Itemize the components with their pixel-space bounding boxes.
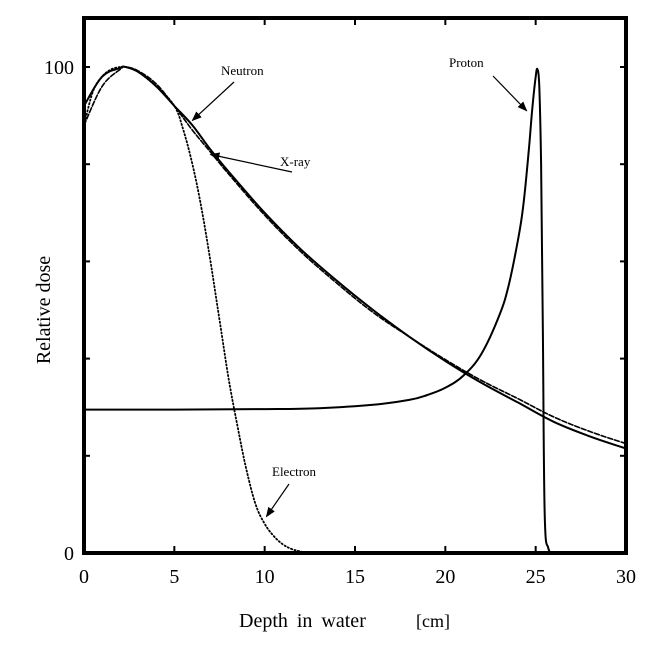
x-axis-unit: [cm] — [416, 611, 450, 631]
series-line-x-ray — [83, 65, 627, 445]
annotation-arrow-x-ray — [209, 152, 293, 173]
tick-labels: 0 5 10 15 20 25 30 0 100 — [44, 57, 636, 588]
series-line-electron — [83, 65, 308, 554]
x-tick-label: 30 — [616, 566, 636, 588]
y-tick-label: 0 — [64, 543, 74, 565]
annotation-label-neutron: Neutron — [221, 63, 264, 78]
annotation-label-x-ray: X-ray — [280, 154, 311, 169]
series-curves — [83, 65, 627, 554]
annotations: Neutron X-ray Proton Electron — [191, 55, 528, 518]
x-axis-title: Depth in water — [239, 610, 366, 632]
x-tick-label: 15 — [345, 566, 365, 588]
axis-ticks — [83, 18, 627, 554]
y-tick-label: 100 — [44, 57, 74, 79]
x-tick-label: 25 — [526, 566, 546, 588]
annotation-label-proton: Proton — [449, 55, 484, 70]
x-tick-label: 20 — [435, 566, 455, 588]
x-tick-label: 10 — [255, 566, 275, 588]
x-tick-label: 0 — [79, 566, 89, 588]
series-line-neutron — [83, 65, 627, 450]
annotation-label-electron: Electron — [272, 464, 317, 479]
annotation-arrow-neutron — [191, 81, 235, 122]
series-line-proton — [83, 67, 555, 554]
y-axis-title: Relative dose — [33, 256, 55, 364]
x-tick-label: 5 — [169, 566, 179, 588]
annotation-arrow-electron — [265, 483, 290, 518]
annotation-arrow-proton — [492, 75, 528, 112]
